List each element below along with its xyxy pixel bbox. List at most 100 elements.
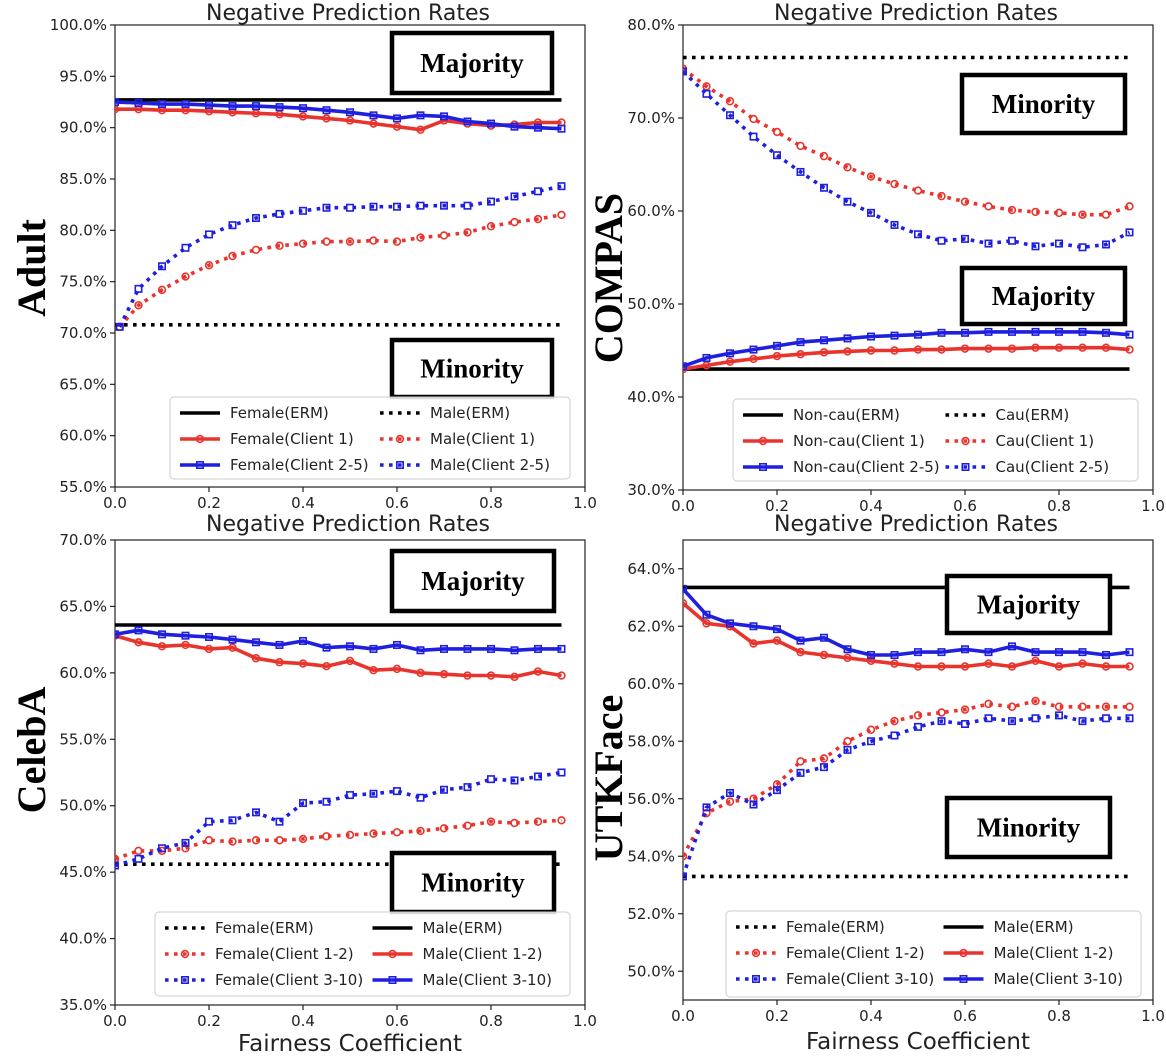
series-4-point-2 [158, 844, 167, 853]
series-3-point-7 [275, 241, 284, 250]
series-2-point-16 [486, 817, 496, 826]
y-tick-label: 30.0% [627, 481, 675, 499]
series-4-point-13 [416, 111, 425, 120]
series-5-point-9 [322, 203, 331, 212]
series-5-point-1 [702, 610, 711, 619]
y-tick-label: 80.0% [59, 221, 107, 239]
series-5-point-3 [749, 622, 758, 631]
y-tick-label: 52.0% [627, 905, 675, 923]
legend-item: Non-cau(Client 2-5) [743, 458, 940, 476]
chart-title: Negative Prediction Rates [206, 1, 490, 26]
series-5-point-6 [819, 183, 828, 192]
series-2-point-18 [533, 817, 543, 826]
x-tick-label: 0.6 [953, 1007, 977, 1025]
chart-title: Negative Prediction Rates [774, 1, 1058, 26]
series-4-point-5 [228, 102, 237, 111]
series-3-point-4 [772, 127, 782, 137]
annotation-box-minority: Minority [959, 72, 1128, 136]
y-tick-label: 95.0% [59, 67, 107, 85]
series-3-point-13 [416, 668, 425, 678]
series-3-point-17 [1078, 659, 1087, 668]
series-5-point-13 [416, 646, 425, 655]
annotation-label: Majority [420, 48, 524, 78]
series-3-point-18 [1101, 662, 1111, 671]
series-3-point-19 [1125, 202, 1134, 211]
series-4-point-7 [843, 334, 852, 343]
series-5-point-18 [533, 187, 542, 196]
series-3-point-3 [181, 272, 190, 281]
series-3-point-1 [702, 619, 711, 628]
annotation-label: Majority [977, 590, 1081, 620]
annotation-label: Minority [420, 354, 524, 384]
x-tick-label: 0.4 [859, 497, 883, 515]
series-4-point-3 [749, 345, 758, 354]
series-4-point-19 [1125, 714, 1134, 723]
series-2-point-17 [510, 818, 519, 828]
series-2-point-12 [960, 344, 970, 353]
series-3-point-1 [134, 301, 143, 310]
series-3-point-3 [181, 640, 190, 650]
series-3-point-5 [228, 643, 237, 652]
series-5-point-2 [158, 630, 167, 639]
legend-marker-point-2 [959, 974, 968, 983]
series-3-point-19 [557, 671, 566, 680]
y-tick-label: 80.0% [627, 16, 675, 34]
series-2-point-4 [204, 836, 214, 845]
series-3-point-17 [1078, 210, 1087, 219]
y-tick-label: 40.0% [59, 930, 107, 948]
series-female-client-3-10- [683, 711, 1134, 881]
y-tick-label: 40.0% [627, 388, 675, 406]
x-tick-label: 0.6 [953, 497, 977, 515]
series-3-point-14 [1007, 205, 1017, 215]
series-female-client-2-5- [115, 98, 566, 133]
y-tick-label: 62.0% [627, 617, 675, 635]
series-4-point-13 [984, 714, 993, 723]
series-2-point-8 [866, 346, 876, 355]
series-5-point-11 [937, 648, 946, 657]
legend-item: Non-cau(Client 1) [743, 432, 925, 450]
series-5-point-11 [369, 644, 378, 653]
series-5-point-4 [772, 151, 781, 160]
series-5-point-11 [369, 202, 378, 211]
legend-marker-point-1 [388, 949, 397, 959]
series-5-point-12 [392, 202, 401, 211]
legend-item: Male(Client 1-2) [943, 944, 1113, 962]
series-3-point-1 [134, 638, 143, 647]
series-3-point-4 [204, 644, 214, 654]
series-2-point-16 [1054, 343, 1064, 352]
series-3-point-7 [275, 658, 284, 667]
series-2-point-10 [913, 345, 923, 354]
series-2-point-5 [228, 837, 237, 846]
series-3-point-11 [937, 662, 946, 671]
legend-marker-point-2 [961, 462, 970, 471]
legend-item: Male(ERM) [372, 919, 503, 937]
legend-label: Female(Client 2-5) [230, 456, 369, 474]
legend-marker-point-1 [961, 436, 970, 446]
series-3-point-5 [228, 251, 237, 261]
series-5-point-10 [345, 203, 354, 212]
series-3-point-4 [772, 636, 782, 645]
series-4-point-17 [1078, 717, 1087, 726]
series-3-point-7 [843, 653, 852, 663]
series-5-point-19 [1125, 228, 1134, 237]
series-5-point-7 [275, 209, 284, 218]
series-female-client-1-2- [683, 696, 1134, 861]
series-4-point-5 [796, 768, 805, 777]
legend-item: Cau(ERM) [945, 406, 1069, 424]
series-2-point-11 [369, 119, 378, 128]
annotation-box-majority: Majority [389, 548, 557, 614]
series-3-point-17 [510, 672, 519, 682]
series-non-cau-client-2-5- [683, 327, 1134, 371]
series-4-point-18 [533, 123, 542, 132]
series-5-point-12 [392, 640, 401, 649]
series-4-point-17 [1078, 327, 1087, 336]
series-5-point-2 [725, 111, 734, 120]
x-tick-label: 0.2 [765, 1007, 789, 1025]
y-tick-label: 60.0% [59, 664, 107, 682]
series-4-point-5 [228, 816, 237, 825]
series-3-point-14 [1007, 662, 1017, 671]
series-4-point-7 [275, 817, 284, 826]
series-2-point-4 [772, 351, 782, 361]
series-2-point-14 [1007, 702, 1017, 711]
series-3-point-2 [157, 285, 167, 295]
